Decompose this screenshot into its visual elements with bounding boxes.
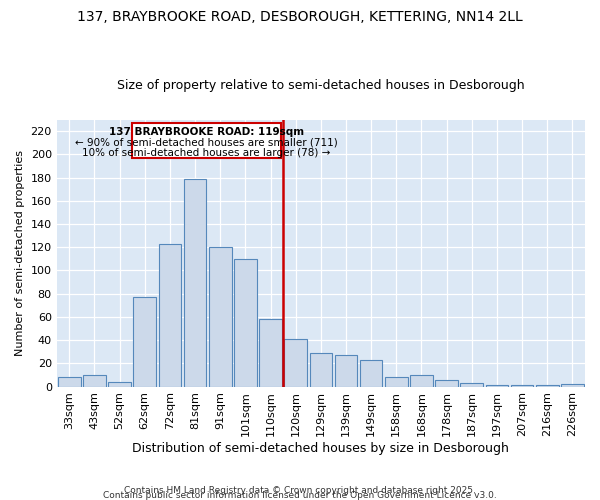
X-axis label: Distribution of semi-detached houses by size in Desborough: Distribution of semi-detached houses by …: [133, 442, 509, 455]
FancyBboxPatch shape: [132, 123, 281, 158]
Text: 137 BRAYBROOKE ROAD: 119sqm: 137 BRAYBROOKE ROAD: 119sqm: [109, 126, 304, 136]
Y-axis label: Number of semi-detached properties: Number of semi-detached properties: [15, 150, 25, 356]
Bar: [58, 378, 80, 386]
Bar: [310, 353, 332, 386]
Text: Contains HM Land Registry data © Crown copyright and database right 2025.: Contains HM Land Registry data © Crown c…: [124, 486, 476, 495]
Bar: [460, 383, 483, 386]
Bar: [410, 375, 433, 386]
Bar: [158, 244, 181, 386]
Bar: [436, 380, 458, 386]
Bar: [184, 179, 206, 386]
Bar: [385, 378, 407, 386]
Bar: [234, 259, 257, 386]
Text: 137, BRAYBROOKE ROAD, DESBOROUGH, KETTERING, NN14 2LL: 137, BRAYBROOKE ROAD, DESBOROUGH, KETTER…: [77, 10, 523, 24]
Text: 10% of semi-detached houses are larger (78) →: 10% of semi-detached houses are larger (…: [82, 148, 331, 158]
Bar: [284, 339, 307, 386]
Bar: [133, 297, 156, 386]
Bar: [209, 248, 232, 386]
Bar: [108, 382, 131, 386]
Bar: [83, 375, 106, 386]
Text: ← 90% of semi-detached houses are smaller (711): ← 90% of semi-detached houses are smalle…: [75, 138, 338, 147]
Title: Size of property relative to semi-detached houses in Desborough: Size of property relative to semi-detach…: [117, 79, 524, 92]
Bar: [335, 355, 358, 386]
Bar: [561, 384, 584, 386]
Bar: [360, 360, 382, 386]
Bar: [259, 319, 282, 386]
Text: Contains public sector information licensed under the Open Government Licence v3: Contains public sector information licen…: [103, 491, 497, 500]
